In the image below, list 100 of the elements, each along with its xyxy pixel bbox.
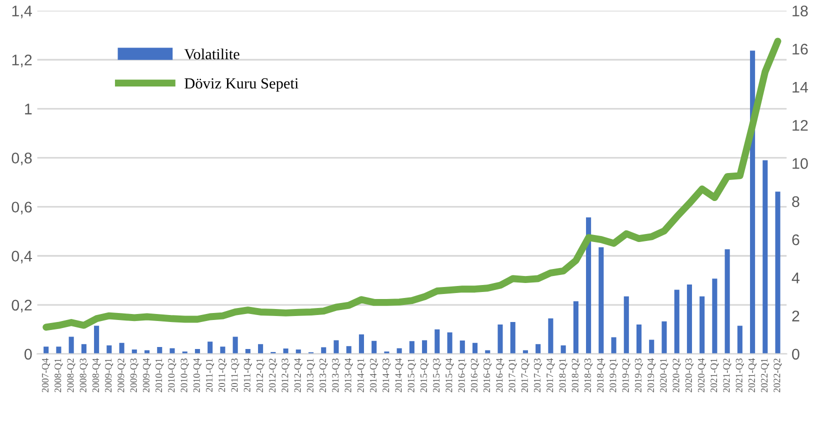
bar bbox=[649, 340, 654, 354]
x-tick-label: 2020-Q2 bbox=[672, 358, 681, 392]
x-tick-label: 2014-Q1 bbox=[357, 358, 366, 392]
y-tick-label: 1,2 bbox=[12, 54, 32, 68]
y-tick-label: 0 bbox=[24, 348, 32, 360]
x-tick-label: 2022-Q1 bbox=[761, 358, 770, 392]
x-tick-label: 2011-Q2 bbox=[218, 358, 227, 392]
bar bbox=[560, 345, 566, 354]
x-tick-label: 2020-Q3 bbox=[685, 358, 694, 392]
bar bbox=[662, 321, 667, 354]
bar bbox=[598, 247, 604, 354]
bar bbox=[485, 350, 490, 354]
x-tick-label: 2009-Q3 bbox=[130, 358, 138, 392]
x-tick-label: 2017-Q2 bbox=[521, 358, 530, 392]
x-tick-label: 2012-Q3 bbox=[282, 358, 290, 392]
x-tick-label: 2016-Q4 bbox=[496, 358, 504, 392]
bar bbox=[434, 329, 440, 354]
y2-tick-label: 10 bbox=[792, 158, 808, 169]
x-tick-label: 2014-Q4 bbox=[395, 358, 404, 392]
x-tick-label: 2008-Q2 bbox=[67, 358, 76, 392]
bar bbox=[548, 318, 554, 354]
bar bbox=[573, 301, 578, 354]
bar bbox=[498, 324, 503, 354]
x-tick-label: 2009-Q2 bbox=[118, 358, 126, 392]
bar bbox=[636, 324, 642, 354]
y2-tick-label: 6 bbox=[792, 234, 800, 246]
bar bbox=[81, 344, 86, 354]
x-tick-label: 2018-Q1 bbox=[559, 358, 568, 392]
bar bbox=[208, 342, 213, 354]
x-tick-label: 2014-Q3 bbox=[382, 358, 391, 392]
bar bbox=[737, 326, 742, 354]
x-tick-label: 2008-Q4 bbox=[92, 358, 100, 392]
y2-tick-label: 8 bbox=[792, 196, 800, 208]
bar bbox=[510, 322, 516, 354]
bar bbox=[296, 350, 301, 354]
bar bbox=[422, 340, 428, 354]
x-tick-label: 2009-Q1 bbox=[105, 358, 114, 392]
x-tick-label: 2011-Q4 bbox=[244, 358, 252, 392]
x-tick-label: 2012-Q4 bbox=[294, 358, 302, 392]
x-tick-label: 2011-Q1 bbox=[206, 358, 214, 392]
x-tick-label: 2010-Q3 bbox=[180, 358, 189, 392]
x-tick-label: 2017-Q1 bbox=[508, 358, 517, 392]
x-tick-label: 2010-Q4 bbox=[193, 358, 202, 392]
bar bbox=[522, 350, 528, 354]
x-tick-label: 2008-Q1 bbox=[54, 358, 63, 392]
bar bbox=[119, 342, 124, 354]
x-tick-label: 2016-Q3 bbox=[483, 358, 492, 392]
y2-tick-label: 2 bbox=[792, 310, 800, 322]
x-tick-label: 2016-Q2 bbox=[470, 358, 479, 392]
x-tick-label: 2021-Q3 bbox=[736, 358, 744, 392]
x-tick-label: 2015-Q3 bbox=[433, 358, 442, 392]
x-tick-label: 2019-Q4 bbox=[647, 358, 656, 392]
x-tick-label: 2007-Q4 bbox=[42, 358, 50, 392]
bar bbox=[624, 296, 629, 354]
x-tick-label: 2019-Q1 bbox=[610, 358, 618, 392]
bar bbox=[106, 345, 112, 354]
x-tick-label: 2019-Q2 bbox=[622, 358, 630, 392]
x-tick-label: 2021-Q4 bbox=[748, 358, 756, 392]
bar bbox=[157, 347, 162, 354]
bar bbox=[712, 278, 718, 354]
y2-tick-label: 4 bbox=[792, 272, 800, 284]
bar bbox=[686, 284, 692, 354]
bar bbox=[94, 326, 100, 354]
x-tick-label: 2008-Q3 bbox=[80, 358, 88, 392]
x-tick-label: 2017-Q4 bbox=[546, 358, 555, 392]
bar bbox=[460, 340, 465, 354]
bar bbox=[56, 346, 62, 354]
y2-tick-label: 0 bbox=[792, 348, 800, 360]
bar bbox=[447, 332, 452, 354]
bar bbox=[232, 336, 238, 354]
bar bbox=[472, 342, 478, 354]
bar bbox=[170, 348, 175, 354]
bar bbox=[762, 160, 768, 354]
x-tick-label: 2013-Q4 bbox=[344, 358, 353, 392]
x-tick-label: 2018-Q3 bbox=[584, 358, 592, 392]
bar bbox=[220, 346, 226, 354]
x-tick-label: 2013-Q3 bbox=[332, 358, 340, 392]
bar bbox=[358, 334, 364, 354]
legend-label: Volatilite bbox=[184, 48, 240, 60]
bar bbox=[132, 350, 137, 354]
x-tick-label: 2013-Q1 bbox=[306, 358, 315, 392]
y-tick-label: 0,8 bbox=[12, 152, 32, 166]
bar bbox=[68, 336, 74, 354]
bar bbox=[346, 346, 352, 354]
y-tick-label: 1 bbox=[25, 104, 32, 114]
bar bbox=[245, 349, 250, 354]
bar bbox=[409, 341, 414, 354]
bar bbox=[334, 340, 339, 354]
bar bbox=[775, 192, 780, 354]
x-tick-label: 2010-Q2 bbox=[168, 358, 176, 392]
bar bbox=[194, 349, 200, 354]
bar bbox=[536, 344, 541, 354]
x-tick-label: 2017-Q3 bbox=[534, 358, 542, 392]
y-tick-label: 0,4 bbox=[12, 250, 32, 264]
bar bbox=[724, 249, 730, 354]
x-tick-label: 2020-Q4 bbox=[698, 358, 706, 392]
x-tick-label: 2015-Q4 bbox=[446, 358, 454, 392]
y-tick-label: 0,2 bbox=[12, 300, 32, 312]
x-tick-label: 2019-Q3 bbox=[634, 358, 643, 392]
bar bbox=[674, 290, 680, 354]
